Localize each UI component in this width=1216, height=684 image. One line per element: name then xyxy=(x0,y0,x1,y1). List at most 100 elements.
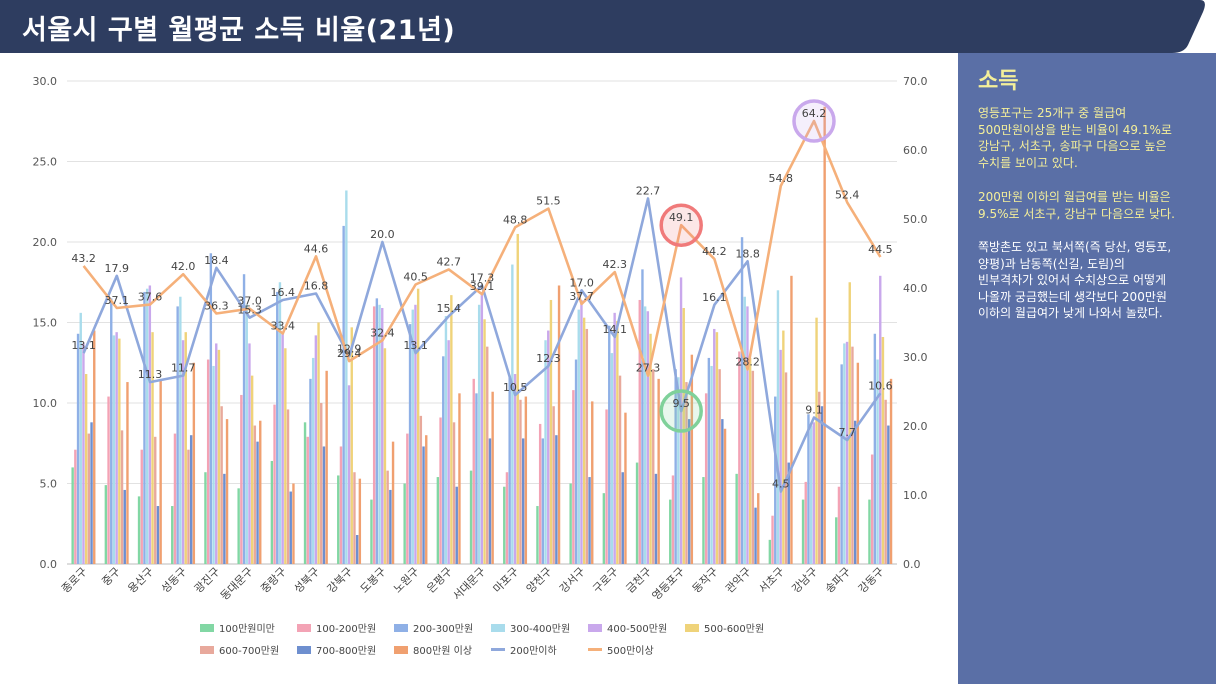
bar xyxy=(887,425,890,564)
bar xyxy=(383,348,387,564)
bar xyxy=(757,493,760,564)
data-label: 39.1 xyxy=(470,280,495,293)
chart-legend: 100만원미만 100-200만원 200-300만원 300-400만원 400-50… xyxy=(200,620,820,664)
bar xyxy=(524,396,528,564)
bar xyxy=(646,311,650,564)
bar xyxy=(71,467,74,564)
bar xyxy=(90,422,93,564)
bar xyxy=(815,317,818,564)
data-label: 37.7 xyxy=(569,290,594,303)
bar xyxy=(104,485,108,564)
bar xyxy=(754,507,757,564)
y-right-tick-label: 20.0 xyxy=(903,420,928,433)
bar xyxy=(179,296,182,564)
bar xyxy=(444,316,448,564)
bar xyxy=(215,343,218,564)
bar xyxy=(322,446,326,564)
bar xyxy=(378,304,381,564)
bar xyxy=(707,357,711,564)
data-label: 29.4 xyxy=(337,347,362,360)
bar xyxy=(425,435,428,564)
bar xyxy=(137,496,141,564)
bar xyxy=(536,506,539,564)
legend-item: 700-800만원 xyxy=(297,642,394,657)
data-label: 37.6 xyxy=(138,291,163,304)
data-label: 48.8 xyxy=(503,213,528,226)
bar xyxy=(123,489,126,564)
category-label: 구로구 xyxy=(590,565,621,596)
series-line xyxy=(82,197,882,493)
y-left-tick-label: 0.0 xyxy=(40,558,58,571)
bar xyxy=(549,299,553,564)
bar xyxy=(868,499,871,564)
data-label: 15.4 xyxy=(437,302,462,315)
data-label: 44.2 xyxy=(702,245,727,258)
data-label: 12.3 xyxy=(536,352,561,365)
bar xyxy=(671,475,675,564)
legend-row: 600-700만원 700-800만원 800만원 이상 200만이하 500만이상 xyxy=(200,642,820,657)
data-label: 16.4 xyxy=(271,286,296,299)
bar xyxy=(513,374,517,564)
bar xyxy=(790,275,793,564)
bar xyxy=(358,478,362,564)
data-label: 9.5 xyxy=(672,397,690,410)
data-label: 49.1 xyxy=(669,211,694,224)
bar xyxy=(538,423,542,564)
category-label: 용산구 xyxy=(125,565,156,596)
bar xyxy=(657,378,660,564)
bar xyxy=(768,539,772,564)
bar xyxy=(635,462,639,564)
category-label: 은평구 xyxy=(424,565,455,596)
bar xyxy=(652,369,655,564)
bar xyxy=(107,396,110,564)
bar xyxy=(521,438,525,564)
bar xyxy=(320,403,323,564)
bar xyxy=(884,399,887,564)
bar xyxy=(403,483,406,564)
category-label: 강동구 xyxy=(856,565,887,596)
bar xyxy=(848,282,851,564)
data-label: 16.8 xyxy=(304,280,329,293)
bar xyxy=(511,264,514,564)
bar xyxy=(248,343,251,564)
category-label: 서대문구 xyxy=(450,565,488,603)
legend-label: 600-700만원 xyxy=(219,646,280,657)
category-label: 강남구 xyxy=(789,565,820,596)
bar xyxy=(151,332,154,564)
data-label: 9.1 xyxy=(805,403,823,416)
bar xyxy=(889,378,893,564)
legend-item: 100-200만원 xyxy=(297,620,394,635)
category-label: 성동구 xyxy=(159,565,190,596)
bar xyxy=(547,330,550,564)
legend-label: 100만원미만 xyxy=(219,624,275,635)
bar xyxy=(173,433,177,564)
bar xyxy=(873,333,877,564)
bar xyxy=(240,394,243,564)
legend-swatch xyxy=(685,623,699,632)
bar xyxy=(347,385,351,564)
bar xyxy=(284,348,287,564)
legend-label: 300-400만원 xyxy=(510,624,571,635)
bar xyxy=(140,449,143,564)
legend-item: 300-400만원 xyxy=(491,620,588,635)
bar xyxy=(278,282,282,564)
data-label: 42.0 xyxy=(171,260,196,273)
legend-item: 200-300만원 xyxy=(394,620,491,635)
bar xyxy=(311,357,315,564)
y-right-tick-label: 30.0 xyxy=(903,351,928,364)
bar xyxy=(414,304,417,564)
bar xyxy=(87,433,91,564)
bar xyxy=(580,299,583,564)
bar xyxy=(710,365,713,564)
data-label: 4.5 xyxy=(772,478,790,491)
bar xyxy=(687,419,691,564)
bar xyxy=(469,470,473,564)
y-right-tick-label: 0.0 xyxy=(903,558,921,571)
category-label: 관악구 xyxy=(723,565,754,596)
title-banner-shape xyxy=(0,0,1205,53)
bar xyxy=(735,473,738,564)
category-label: 도봉구 xyxy=(358,565,389,596)
bar xyxy=(718,369,721,564)
y-left-tick-label: 5.0 xyxy=(40,478,58,491)
data-label: 33.4 xyxy=(271,320,296,333)
